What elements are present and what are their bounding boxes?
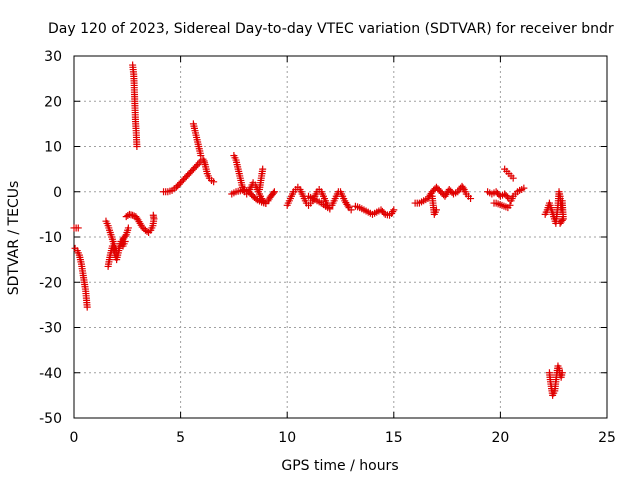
data-point — [432, 206, 440, 214]
y-tick-label: -10 — [39, 230, 62, 246]
data-point — [129, 211, 137, 219]
data-point — [467, 195, 475, 203]
data-point — [270, 188, 278, 196]
data-point — [380, 209, 388, 217]
x-tick-label: 15 — [385, 430, 403, 446]
data-point — [259, 165, 267, 173]
y-tick-label: 30 — [44, 49, 62, 65]
grid — [74, 56, 607, 418]
data-point — [269, 189, 277, 197]
data-point — [143, 227, 151, 235]
data-point — [252, 195, 260, 203]
data-point — [149, 211, 157, 219]
data-point — [558, 369, 566, 377]
y-tick-label: 20 — [44, 94, 62, 110]
x-tick-label: 5 — [176, 430, 185, 446]
data-point — [347, 206, 355, 214]
x-tick-label: 0 — [70, 430, 79, 446]
x-axis-label: GPS time / hours — [281, 458, 398, 474]
data-point — [121, 232, 129, 240]
data-point — [556, 219, 564, 227]
y-tick-label: -20 — [39, 275, 62, 291]
data-point — [138, 223, 146, 231]
x-tick-label: 20 — [491, 430, 509, 446]
data-point — [389, 208, 397, 216]
data-point — [390, 206, 398, 214]
data-point — [344, 202, 352, 210]
data-point — [506, 201, 514, 209]
y-axis-label: SDTVAR / TECUs — [6, 181, 22, 296]
y-tick-label: -30 — [39, 321, 62, 337]
x-tick-label: 10 — [278, 430, 296, 446]
data-point — [192, 162, 200, 170]
data-point — [197, 152, 205, 160]
data-point — [210, 178, 218, 186]
y-tick-label: -40 — [39, 366, 62, 382]
data-point — [74, 224, 82, 232]
data-point — [509, 174, 517, 182]
data-point — [83, 303, 91, 311]
data-point — [520, 184, 528, 192]
data-points — [70, 61, 567, 399]
chart-title: Day 120 of 2023, Sidereal Day-to-day VTE… — [48, 21, 614, 37]
data-point — [124, 224, 132, 232]
data-point — [326, 205, 334, 213]
data-point — [459, 184, 467, 192]
y-tick-label: -50 — [39, 411, 62, 427]
y-tick-label: 0 — [53, 185, 62, 201]
y-ticks: -50 -40 -30 -20 -10 0 10 20 30 — [39, 49, 607, 427]
data-point — [262, 200, 270, 208]
x-tick-label: 25 — [598, 430, 616, 446]
data-point — [557, 218, 565, 226]
data-point — [133, 143, 141, 150]
y-tick-label: 10 — [44, 140, 62, 156]
data-point — [504, 193, 512, 201]
x-ticks: 0 5 10 15 20 25 — [70, 56, 616, 446]
